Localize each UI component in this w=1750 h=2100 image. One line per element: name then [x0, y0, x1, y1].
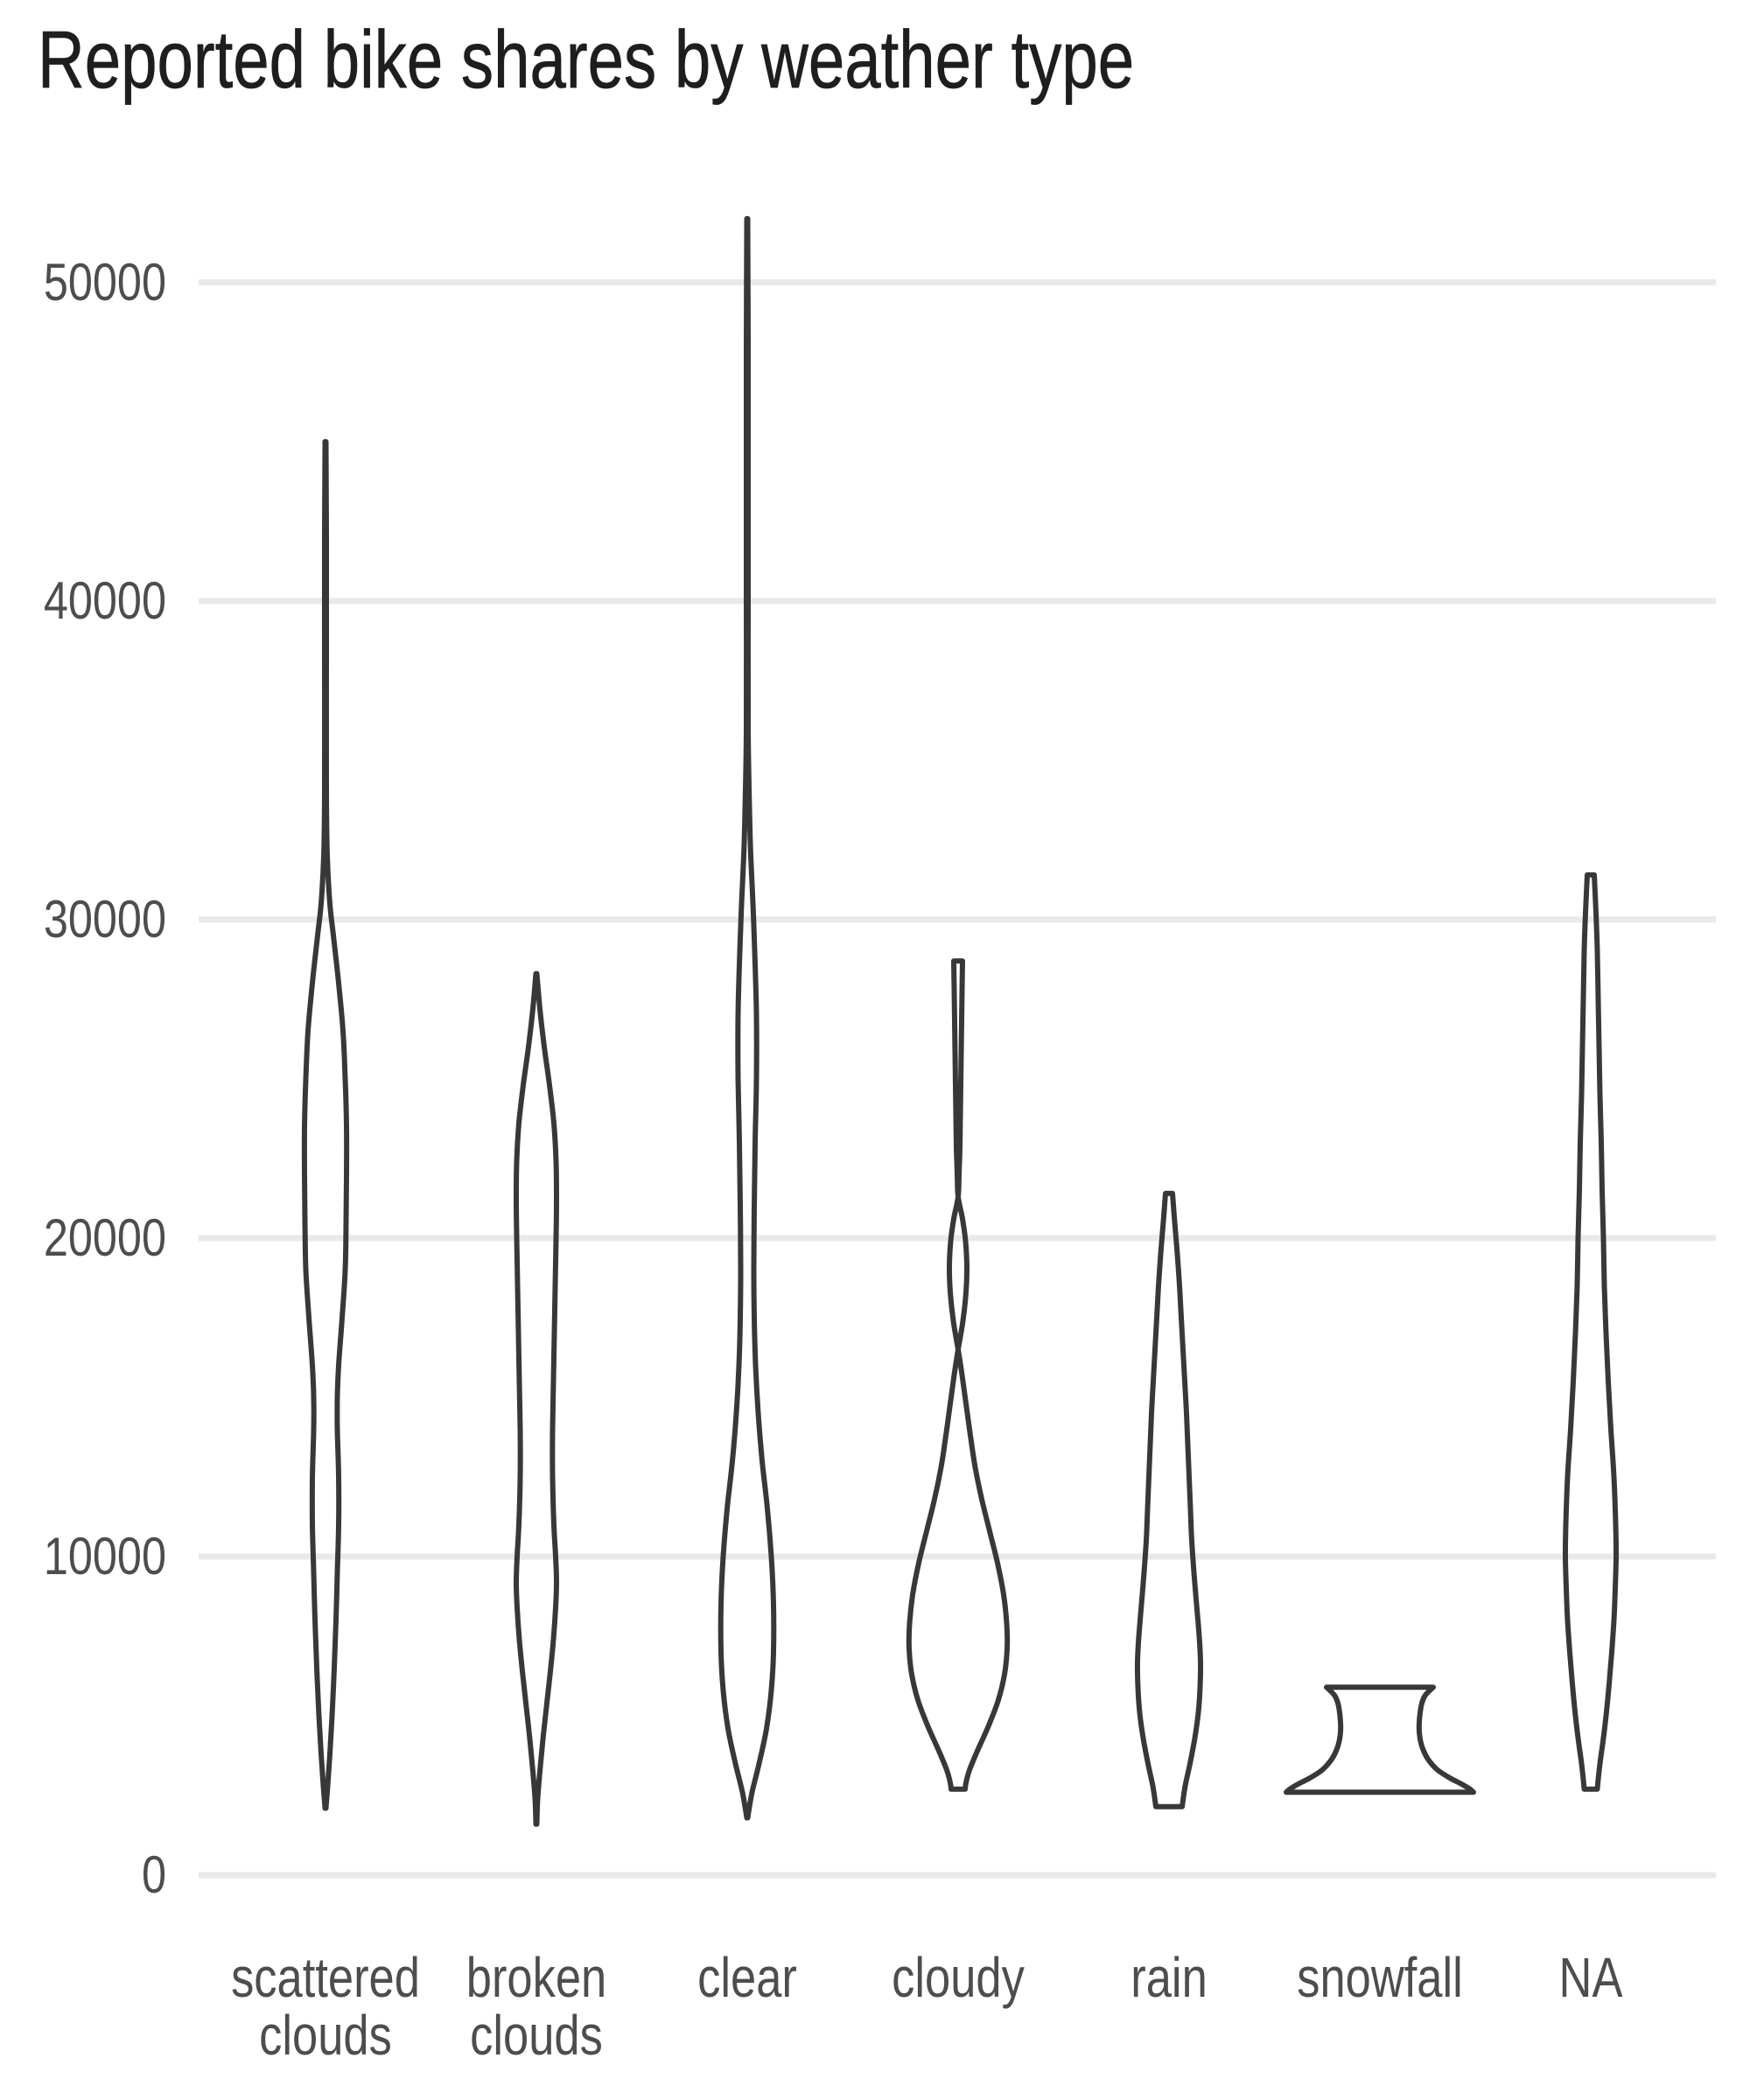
gridline-0 — [199, 1872, 1716, 1879]
x-axis-label-scattered-clouds: scattered clouds — [231, 1946, 420, 2067]
violin-snowfall — [1284, 1684, 1476, 1796]
x-axis-label-snowfall: snowfall — [1297, 1946, 1463, 2009]
violin-clear — [718, 215, 777, 1821]
x-axis-label-cloudy: cloudy — [892, 1946, 1025, 2009]
chart-title: Reported bike shares by weather type — [38, 14, 1135, 105]
violins-group — [301, 215, 1620, 1827]
gridlines-group — [199, 279, 1716, 1879]
gridline-30000 — [199, 916, 1716, 923]
violin-rain — [1134, 1190, 1204, 1810]
y-tick-label-30000: 30000 — [43, 890, 166, 948]
y-tick-label-40000: 40000 — [43, 571, 166, 630]
gridline-20000 — [199, 1235, 1716, 1242]
violin-cloudy — [906, 958, 1011, 1792]
y-tick-label-50000: 50000 — [43, 253, 166, 312]
violin-broken-clouds — [514, 970, 559, 1827]
violin-scattered-clouds — [301, 438, 350, 1811]
x-axis-label-na: NA — [1558, 1946, 1623, 2009]
gridline-10000 — [199, 1553, 1716, 1560]
gridline-50000 — [199, 279, 1716, 286]
x-axis-label-clear: clear — [697, 1946, 797, 2009]
gridline-40000 — [199, 598, 1716, 605]
x-axis-label-rain: rain — [1130, 1946, 1208, 2009]
violin-na — [1562, 872, 1620, 1792]
y-tick-label-20000: 20000 — [43, 1208, 166, 1267]
y-tick-label-10000: 10000 — [43, 1527, 166, 1586]
x-axis-label-broken-clouds: broken clouds — [466, 1946, 607, 2067]
y-tick-label-0: 0 — [141, 1845, 166, 1904]
